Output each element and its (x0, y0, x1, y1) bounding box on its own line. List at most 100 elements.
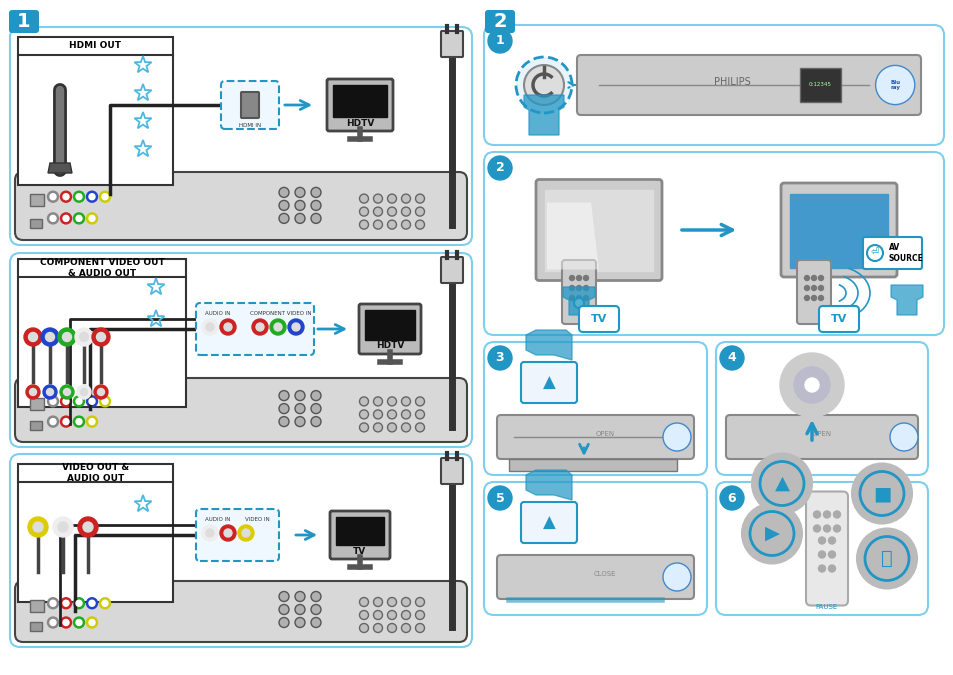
Circle shape (87, 191, 97, 202)
Circle shape (741, 504, 801, 564)
Circle shape (387, 610, 396, 620)
Circle shape (73, 598, 85, 609)
Polygon shape (562, 287, 595, 315)
Circle shape (311, 213, 320, 223)
Circle shape (488, 156, 512, 180)
Circle shape (827, 551, 835, 558)
Bar (544, 190, 652, 271)
Circle shape (401, 610, 410, 620)
Text: ▲: ▲ (542, 374, 555, 392)
Polygon shape (890, 285, 923, 315)
Circle shape (416, 597, 424, 607)
Bar (18, 464, 172, 602)
FancyBboxPatch shape (818, 306, 858, 332)
Circle shape (60, 416, 71, 427)
Circle shape (583, 275, 588, 281)
Text: Blu
ray: Blu ray (889, 80, 900, 90)
FancyBboxPatch shape (327, 79, 393, 131)
Text: TV: TV (590, 314, 606, 324)
Circle shape (401, 397, 410, 406)
Circle shape (294, 188, 305, 197)
Circle shape (76, 418, 82, 425)
Circle shape (374, 220, 382, 229)
Circle shape (220, 525, 235, 541)
Text: 4: 4 (727, 352, 736, 364)
Circle shape (102, 600, 108, 606)
Text: COMPONENT VIDEO OUT
& AUDIO OUT: COMPONENT VIDEO OUT & AUDIO OUT (40, 259, 164, 277)
Bar (18, 37, 172, 185)
Circle shape (311, 391, 320, 400)
Polygon shape (525, 470, 572, 500)
Circle shape (278, 200, 289, 211)
Circle shape (60, 396, 71, 407)
Circle shape (89, 418, 95, 425)
Text: AUDIO IN: AUDIO IN (205, 517, 230, 522)
Text: HDTV: HDTV (345, 119, 374, 128)
Circle shape (63, 333, 71, 342)
Circle shape (311, 200, 320, 211)
Circle shape (387, 423, 396, 432)
Circle shape (374, 410, 382, 419)
Bar (789, 194, 887, 268)
Circle shape (41, 328, 59, 346)
Circle shape (516, 57, 572, 113)
Circle shape (60, 598, 71, 609)
FancyBboxPatch shape (10, 454, 472, 647)
Text: PAUSE: PAUSE (815, 604, 838, 610)
Text: TV: TV (353, 547, 366, 556)
Text: CLOSE: CLOSE (594, 571, 616, 577)
Circle shape (48, 598, 58, 609)
Circle shape (583, 286, 588, 290)
Circle shape (76, 194, 82, 200)
Circle shape (374, 597, 382, 607)
FancyBboxPatch shape (30, 622, 42, 630)
Circle shape (294, 416, 305, 427)
FancyBboxPatch shape (30, 219, 42, 227)
Circle shape (76, 600, 82, 606)
FancyBboxPatch shape (725, 415, 917, 459)
Circle shape (401, 624, 410, 632)
Circle shape (311, 618, 320, 628)
Circle shape (851, 464, 911, 524)
Circle shape (374, 610, 382, 620)
Text: ⏸: ⏸ (881, 549, 892, 568)
Circle shape (255, 323, 264, 331)
Circle shape (278, 404, 289, 414)
Circle shape (662, 563, 690, 591)
Circle shape (278, 605, 289, 614)
Circle shape (89, 215, 95, 221)
Circle shape (387, 624, 396, 632)
Circle shape (63, 620, 69, 626)
Circle shape (73, 213, 85, 224)
Circle shape (50, 600, 56, 606)
FancyBboxPatch shape (15, 172, 467, 240)
FancyBboxPatch shape (497, 415, 693, 459)
Circle shape (294, 391, 305, 400)
Text: OPEN: OPEN (595, 431, 614, 437)
Text: 3: 3 (496, 352, 504, 364)
Circle shape (294, 591, 305, 601)
Circle shape (76, 398, 82, 404)
Circle shape (202, 525, 218, 541)
Circle shape (875, 65, 914, 105)
FancyBboxPatch shape (440, 257, 462, 283)
Circle shape (89, 620, 95, 626)
Circle shape (89, 600, 95, 606)
Circle shape (50, 398, 56, 404)
Circle shape (206, 529, 213, 537)
Text: 6: 6 (727, 491, 736, 504)
FancyBboxPatch shape (805, 491, 847, 605)
Circle shape (30, 389, 36, 396)
Polygon shape (525, 330, 572, 360)
Text: ▲: ▲ (542, 514, 555, 532)
Circle shape (813, 525, 820, 532)
Circle shape (43, 385, 57, 399)
Circle shape (416, 207, 424, 216)
Circle shape (818, 296, 822, 300)
Text: PHILIPS: PHILIPS (713, 77, 750, 87)
Circle shape (374, 397, 382, 406)
Circle shape (220, 319, 235, 335)
Circle shape (63, 194, 69, 200)
Circle shape (374, 207, 382, 216)
Text: AV
SOURCE: AV SOURCE (888, 243, 923, 263)
